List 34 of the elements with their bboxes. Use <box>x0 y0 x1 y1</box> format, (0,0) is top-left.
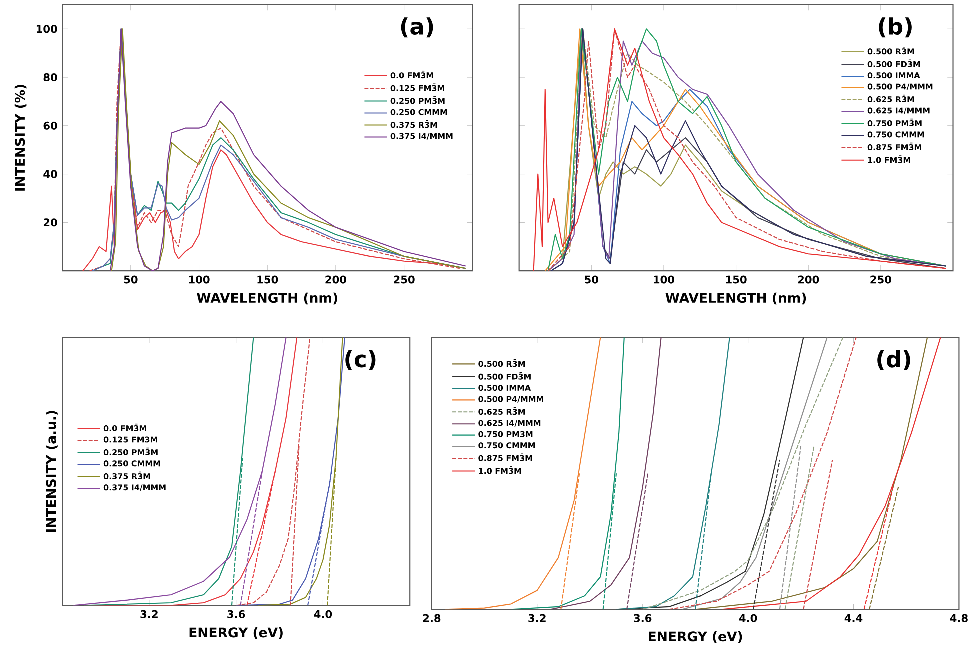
annotation: (d) <box>878 350 910 370</box>
x-tick-label: 4.4 <box>844 614 863 622</box>
annotation: (a) <box>401 17 434 38</box>
y-tick-label: 100 <box>36 25 58 34</box>
x-tick-label: 150 <box>726 276 747 284</box>
x-tick-label: 4.0 <box>739 614 758 622</box>
x-tick-label: 100 <box>654 276 675 284</box>
x-tick-label: 150 <box>258 276 278 284</box>
annotation: (c) <box>346 350 376 370</box>
x-axis-title: ENERGY (eV) <box>190 627 283 640</box>
y-tick-label: 60 <box>44 122 58 130</box>
x-tick-label: 3.2 <box>140 610 158 618</box>
x-tick-label: 200 <box>798 276 820 284</box>
x-tick-label: 2.8 <box>423 614 441 622</box>
x-axis-title: WAVELENGTH (nm) <box>666 292 806 305</box>
y-tick-label: 80 <box>44 73 58 82</box>
y-tick-label: 40 <box>44 170 58 178</box>
x-tick-label: 250 <box>394 276 415 284</box>
x-axis-title: WAVELENGTH (nm) <box>197 292 338 305</box>
x-tick-label: 4.8 <box>950 614 968 622</box>
x-tick-label: 50 <box>585 276 599 284</box>
x-tick-label: 3.6 <box>228 610 246 618</box>
y-axis-title: INTENSITY (a.u.) <box>46 410 58 532</box>
x-tick-label: 250 <box>870 276 892 284</box>
y-tick-label: 20 <box>44 218 58 227</box>
y-axis-title: INTENSITY (%) <box>14 84 27 191</box>
x-tick-label: 4.0 <box>314 610 332 618</box>
x-tick-label: 50 <box>124 276 138 284</box>
x-tick-label: 3.6 <box>634 614 652 622</box>
x-tick-label: 3.2 <box>528 614 546 622</box>
x-tick-label: 100 <box>189 276 210 284</box>
x-axis-title: ENERGY (eV) <box>649 631 742 644</box>
x-tick-label: 200 <box>326 276 346 284</box>
annotation: (b) <box>879 17 912 38</box>
